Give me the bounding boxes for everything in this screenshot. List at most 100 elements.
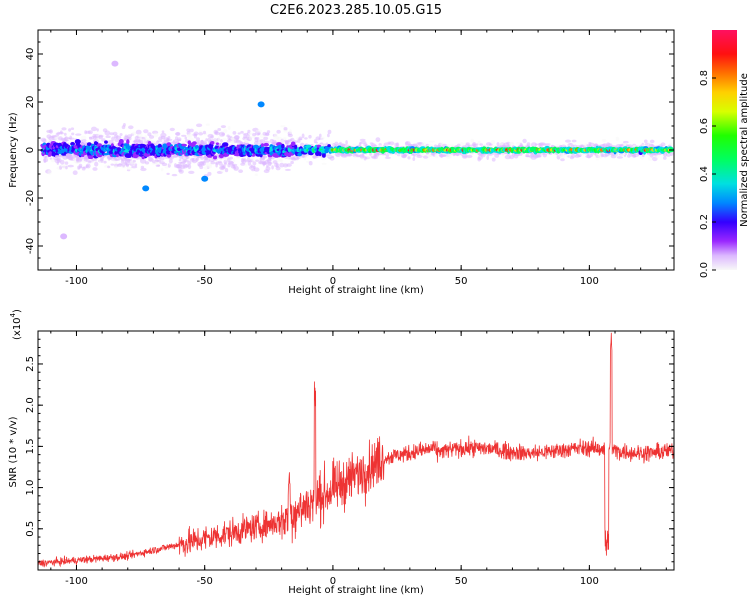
spectrogram-cell: [560, 158, 565, 162]
spectrogram-cell: [290, 141, 296, 147]
spectrogram-ytick-label: -40: [25, 238, 36, 254]
spectrogram-cell: [346, 153, 353, 157]
spectrogram-cell: [285, 140, 289, 145]
spectrogram-cell: [135, 129, 142, 135]
spectrogram-cell: [470, 138, 475, 143]
spectrogram-cell: [654, 154, 660, 159]
spectrogram-feature: [201, 175, 209, 182]
spectrogram-cell: [198, 130, 203, 133]
spectrogram-cell: [319, 133, 322, 138]
spectrogram-cell: [205, 123, 210, 126]
spectrogram-cell: [156, 159, 161, 163]
spectrogram-cell: [289, 129, 292, 135]
spectrogram-cell: [104, 140, 108, 144]
spectrogram-cell: [58, 131, 64, 135]
spectrogram-cell: [168, 158, 173, 164]
spectrogram-cell: [375, 137, 381, 143]
snr-panel: -100 -50 0 50 100 0.5 1.0 1.5 2.0 2.5 Height of s…: [8, 309, 675, 596]
colorbar-tick-label: 0.0: [699, 262, 710, 278]
spectrogram-cell: [115, 135, 122, 140]
spectrogram-ytick-label: 0: [25, 147, 36, 153]
spectrogram-cell: [428, 140, 435, 143]
spectrogram-cell: [147, 141, 152, 145]
spectrogram-xtick-label: -50: [197, 276, 213, 287]
spectrogram-marks: [40, 60, 674, 240]
spectrogram-cell: [615, 136, 620, 141]
snr-ytick-label: 2.0: [25, 397, 36, 413]
spectrogram-cell: [245, 140, 249, 144]
spectrogram-cell: [534, 143, 538, 146]
spectrogram-xtick-label: 50: [455, 276, 468, 287]
spectrogram-frame-border: [37, 29, 675, 271]
spectrogram-cell: [101, 138, 106, 142]
snr-ytick-label: 2.5: [25, 356, 36, 372]
snr-xtick-label: 100: [580, 576, 599, 587]
spectrogram-cell: [187, 164, 192, 170]
spectrogram-cell: [265, 166, 271, 171]
spectrogram-axes: -100 -50 0 50 100 -40 -20 0 20 40: [25, 29, 675, 287]
spectrogram-cell: [526, 142, 531, 147]
spectrogram-cell: [218, 153, 224, 159]
spectrogram-cell: [280, 139, 285, 144]
spectrogram-cell: [233, 165, 239, 171]
spectrogram-cell: [407, 156, 411, 160]
spectrogram-cell: [606, 143, 613, 146]
spectrogram-cell: [148, 157, 154, 162]
spectrogram-cell: [487, 153, 493, 156]
spectrogram-cell: [412, 157, 416, 161]
colorbar-ticks: 0.0 0.2 0.4 0.6 0.8: [699, 70, 716, 278]
spectrogram-cell: [65, 165, 68, 170]
spectrogram-cell: [109, 132, 114, 136]
spectrogram-cell: [118, 139, 124, 144]
spectrogram-cell: [161, 130, 165, 134]
spectrogram-feature: [111, 60, 119, 67]
spectrogram-cell: [442, 154, 447, 157]
spectrogram-cell: [70, 127, 75, 130]
spectrogram-cell: [227, 125, 231, 131]
spectrogram-cell: [419, 153, 425, 156]
spectrogram-cell: [647, 156, 654, 161]
spectrogram-cell: [244, 163, 248, 167]
snr-ytick-label: 1.5: [25, 438, 36, 454]
spectrogram-cell: [187, 137, 194, 142]
spectrogram-cell: [193, 131, 199, 136]
spectrogram-cell: [178, 169, 184, 174]
spectrogram-cell: [283, 127, 288, 131]
spectrogram-cell: [54, 134, 59, 137]
spectrogram-cell: [263, 136, 269, 141]
spectrogram-cell: [286, 163, 292, 167]
snr-ylabel: SNR (10 * v/v): [8, 416, 19, 487]
spectrogram-cell: [229, 156, 233, 160]
spectrogram-cell: [215, 142, 220, 146]
spectrogram-cell: [297, 139, 301, 143]
spectrogram-cell: [144, 135, 147, 139]
spectrogram-cell: [334, 141, 339, 146]
spectrogram-cell: [166, 138, 173, 142]
spectrogram-ylabel: Frequency (Hz): [8, 112, 19, 188]
spectrogram-cell: [140, 158, 147, 164]
spectrogram-cell: [166, 172, 170, 175]
spectrogram-cell: [199, 165, 204, 170]
spectrogram-cell: [491, 157, 496, 162]
spectrogram-cell: [251, 135, 256, 139]
spectrogram-cell: [122, 123, 126, 127]
spectrogram-cell: [321, 162, 327, 165]
colorbar-label: Normalized spectral amplitude: [739, 73, 750, 227]
spectrogram-cell: [388, 141, 395, 146]
spectrogram-cell: [169, 163, 172, 165]
spectrogram-cell: [492, 152, 497, 155]
spectrogram-cell: [176, 164, 182, 167]
spectrogram-cell: [189, 128, 194, 133]
spectrogram-cell: [186, 128, 191, 132]
spectrogram-cell: [571, 139, 577, 143]
colorbar-tick-label: 0.6: [699, 118, 710, 134]
spectrogram-cell: [255, 129, 262, 133]
spectrogram-cell: [188, 170, 195, 174]
spectrogram-cell: [283, 137, 287, 140]
spectrogram-cell: [87, 130, 93, 135]
spectrogram-cell: [75, 133, 82, 136]
spectrogram-cell: [88, 161, 92, 164]
spectrogram-cell: [143, 129, 149, 134]
spectrogram-cell: [254, 136, 260, 140]
